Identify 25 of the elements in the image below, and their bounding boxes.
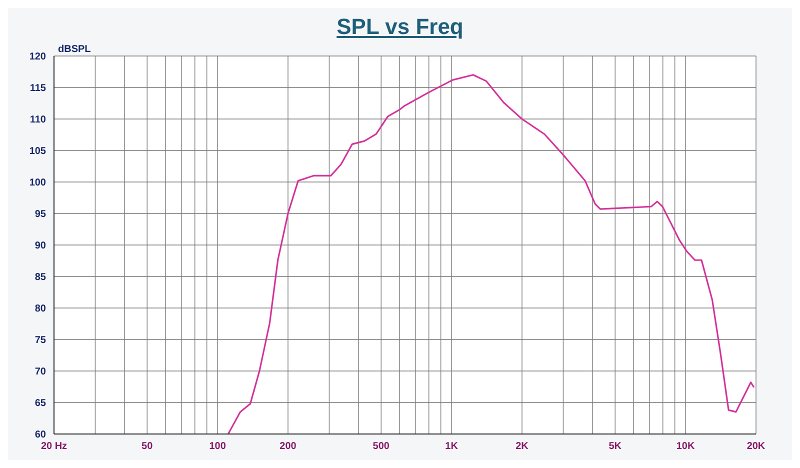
chart-title: SPL vs Freq xyxy=(336,14,464,39)
x-tick-label: 20K xyxy=(746,441,766,452)
x-tick-label: 20 Hz xyxy=(40,441,68,452)
x-tick-label: 2K xyxy=(516,441,530,452)
y-tick-label: 95 xyxy=(34,209,46,220)
y-tick-label: 80 xyxy=(34,304,46,315)
y-tick-label: 115 xyxy=(30,83,46,94)
y-tick-label: 65 xyxy=(34,398,46,410)
x-tick-label: 200 xyxy=(280,441,297,452)
y-tick-label: 100 xyxy=(29,178,46,189)
y-tick-label: 75 xyxy=(34,335,46,346)
y-tick-label: 70 xyxy=(34,366,46,378)
x-tick-label: 50 xyxy=(142,441,154,452)
x-tick-label: 100 xyxy=(209,441,226,452)
y-axis-title: dBSPL xyxy=(58,44,91,55)
y-tick-label: 105 xyxy=(29,146,46,158)
y-tick-label: 90 xyxy=(34,240,46,252)
x-tick-label: 10K xyxy=(676,441,696,452)
y-tick-label: 120 xyxy=(29,52,46,63)
y-tick-label: 60 xyxy=(34,430,46,441)
x-tick-label: 1K xyxy=(445,441,459,452)
y-tick-label: 110 xyxy=(30,114,46,126)
x-tick-label: 500 xyxy=(372,441,390,452)
y-tick-label: 85 xyxy=(34,272,46,284)
x-tick-label: 5K xyxy=(608,441,622,452)
